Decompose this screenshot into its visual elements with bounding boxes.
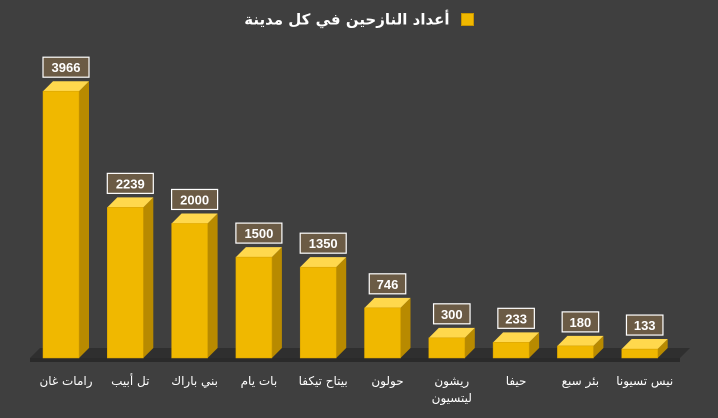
data-label: 180 xyxy=(570,315,592,330)
legend-swatch xyxy=(460,13,474,26)
bar-side xyxy=(271,247,282,358)
category-label: نيس تسيونا xyxy=(616,374,673,389)
data-label-box xyxy=(561,311,600,333)
bar-side xyxy=(143,197,154,358)
data-label: 233 xyxy=(505,311,527,326)
bar-top xyxy=(107,197,154,208)
bar-top xyxy=(428,327,475,338)
bar-side xyxy=(593,335,604,358)
bar-top xyxy=(235,247,282,258)
bar-side xyxy=(657,339,668,358)
bar xyxy=(557,345,594,359)
category-label: حولون xyxy=(371,374,403,389)
data-label-box xyxy=(625,314,664,336)
data-label: 300 xyxy=(441,307,463,322)
bar-top xyxy=(493,332,540,343)
category-label: بيتاح تيكفا xyxy=(299,374,348,388)
data-label-box xyxy=(235,222,283,244)
data-label-box xyxy=(106,172,154,194)
bar-side xyxy=(79,81,89,359)
bar xyxy=(364,307,401,359)
data-label-box xyxy=(368,273,407,295)
category-label: بات يام xyxy=(241,374,278,388)
legend-label: أعداد النازحين في كل مدينة xyxy=(244,10,450,29)
bar xyxy=(621,348,658,359)
bar xyxy=(492,342,530,359)
category-label: رامات غان xyxy=(39,374,92,389)
data-label-box xyxy=(299,232,347,254)
data-label: 2239 xyxy=(116,176,145,191)
data-label: 1350 xyxy=(309,236,338,251)
bar xyxy=(428,337,466,359)
bar xyxy=(42,90,80,359)
data-label-box xyxy=(497,307,535,329)
data-label: 746 xyxy=(377,277,399,292)
data-label: 133 xyxy=(634,318,656,333)
data-label: 1500 xyxy=(244,226,273,241)
bar xyxy=(107,207,144,359)
bar-side xyxy=(336,257,347,358)
chart-floor-edge xyxy=(30,358,680,362)
data-label-box xyxy=(432,303,471,325)
bar-side xyxy=(207,213,218,358)
bar-top xyxy=(300,257,347,268)
bar-side xyxy=(400,297,411,358)
data-label: 2000 xyxy=(180,192,209,207)
bar-side xyxy=(529,332,540,358)
bar xyxy=(299,266,337,359)
category-label: بني باراك xyxy=(171,374,218,389)
legend: أعداد النازحين في كل مدينة xyxy=(0,10,718,29)
bar-top xyxy=(171,213,218,224)
category-label: ريشون ليتسيون xyxy=(432,374,472,406)
bar-top xyxy=(43,81,89,92)
data-label-box xyxy=(42,56,90,78)
bar-side xyxy=(464,327,475,358)
bar xyxy=(235,256,273,359)
bar-top xyxy=(621,339,668,350)
data-label-box xyxy=(171,188,219,211)
category-label: تل أبيب xyxy=(111,373,149,388)
bar xyxy=(171,223,208,359)
bar-top xyxy=(364,297,411,308)
data-label: 3966 xyxy=(52,60,81,75)
category-label: بئر سبع xyxy=(562,374,599,389)
bar-top xyxy=(557,335,604,346)
category-label: حيفا xyxy=(506,374,527,388)
